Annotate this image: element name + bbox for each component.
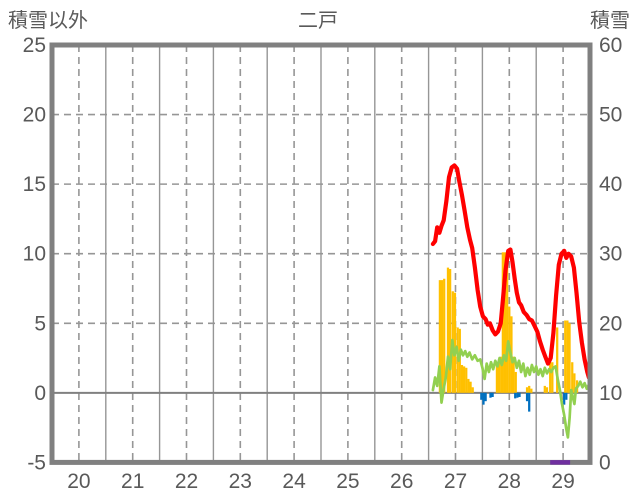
- blue-bars-bar: [480, 392, 483, 400]
- orange-bars-bar: [568, 323, 571, 393]
- orange-bars-bar: [556, 327, 559, 393]
- orange-bars-bar: [564, 320, 567, 393]
- orange-bars-bar: [497, 359, 501, 393]
- orange-bars-bar: [462, 366, 466, 393]
- x-axis-tick-label: 24: [282, 470, 306, 493]
- orange-bars-bar: [503, 252, 507, 393]
- right-axis-tick-label: 40: [599, 173, 622, 196]
- orange-bars-bar: [525, 387, 529, 393]
- blue-bars-bar: [514, 392, 517, 399]
- right-axis-tick-label: 10: [599, 382, 622, 405]
- x-axis-tick-label: 28: [498, 470, 521, 493]
- orange-bars-bar: [506, 255, 509, 393]
- left-axis-title: 積雪以外: [8, 10, 88, 32]
- blue-bars-bar: [484, 392, 487, 402]
- right-axis-tick-label: 0: [599, 451, 611, 474]
- left-axis-tick-label: 15: [23, 173, 46, 196]
- left-axis-tick-label: 10: [23, 243, 46, 266]
- orange-bars-bar: [453, 292, 457, 393]
- plot-frame: [49, 42, 593, 465]
- blue-bars-bar: [528, 392, 531, 412]
- orange-bars-bar: [545, 387, 549, 393]
- x-axis-tick-label: 20: [67, 470, 90, 493]
- orange-bars-bar: [471, 387, 474, 393]
- blue-bars-bar: [482, 392, 485, 405]
- orange-bars-bar: [443, 278, 446, 393]
- blue-bars-bar: [565, 392, 568, 400]
- orange-bars-bar: [551, 362, 554, 393]
- left-axis-tick-label: 0: [34, 382, 46, 405]
- x-axis-tick-label: 23: [229, 470, 252, 493]
- left-axis-tick-label: -5: [27, 451, 46, 474]
- orange-bars-bar: [500, 356, 503, 393]
- orange-bars-bar: [573, 373, 576, 393]
- orange-bars-bar: [543, 385, 546, 393]
- orange-bars-bar: [448, 269, 452, 393]
- orange-bars-bar: [495, 363, 499, 393]
- orange-bars-bar: [514, 371, 517, 393]
- right-axis-tick-label: 20: [599, 312, 622, 335]
- blue-bars-bar: [491, 392, 494, 398]
- left-axis-tick-label: 5: [34, 312, 46, 335]
- orange-bars-bar: [438, 280, 442, 393]
- left-axis-tick-label: 25: [23, 34, 46, 57]
- x-axis-tick-label: 25: [336, 470, 359, 493]
- orange-bars-bar: [566, 320, 569, 393]
- blue-bars-bar: [525, 392, 529, 402]
- red-line-series: [430, 163, 593, 380]
- orange-bars-bar: [467, 378, 470, 393]
- green-line-series: [431, 338, 592, 439]
- right-axis-title: 積雪: [590, 10, 630, 32]
- blue-bars-bar: [563, 392, 566, 405]
- right-axis-tick-label: 60: [599, 34, 622, 57]
- x-axis-tick-label: 26: [390, 470, 413, 493]
- blue-bars-bar: [489, 392, 492, 398]
- right-axis-tick-label: 30: [599, 243, 622, 266]
- blue-bars-bar: [516, 392, 519, 398]
- orange-bars-bar: [512, 356, 515, 393]
- x-axis-tick-label: 27: [444, 470, 467, 493]
- orange-bars-bar: [528, 385, 531, 393]
- x-axis-tick-label: 29: [551, 470, 574, 493]
- orange-bars-bar: [549, 362, 552, 393]
- orange-bars-bar: [530, 388, 533, 393]
- orange-bars-bar: [460, 365, 464, 393]
- left-axis-tick-label: 20: [23, 104, 46, 127]
- x-axis-tick-label: 21: [121, 470, 144, 493]
- orange-bars-bar: [446, 267, 450, 393]
- orange-bars-bar: [440, 280, 444, 393]
- orange-bars-bar: [571, 362, 574, 393]
- right-axis-tick-label: 50: [599, 104, 622, 127]
- x-axis-tick-label: 22: [175, 470, 198, 493]
- orange-bars-bar: [469, 381, 472, 393]
- blue-bars-bar: [518, 392, 521, 398]
- orange-bars-bar: [465, 367, 468, 393]
- chart-title: 二戸: [298, 10, 338, 32]
